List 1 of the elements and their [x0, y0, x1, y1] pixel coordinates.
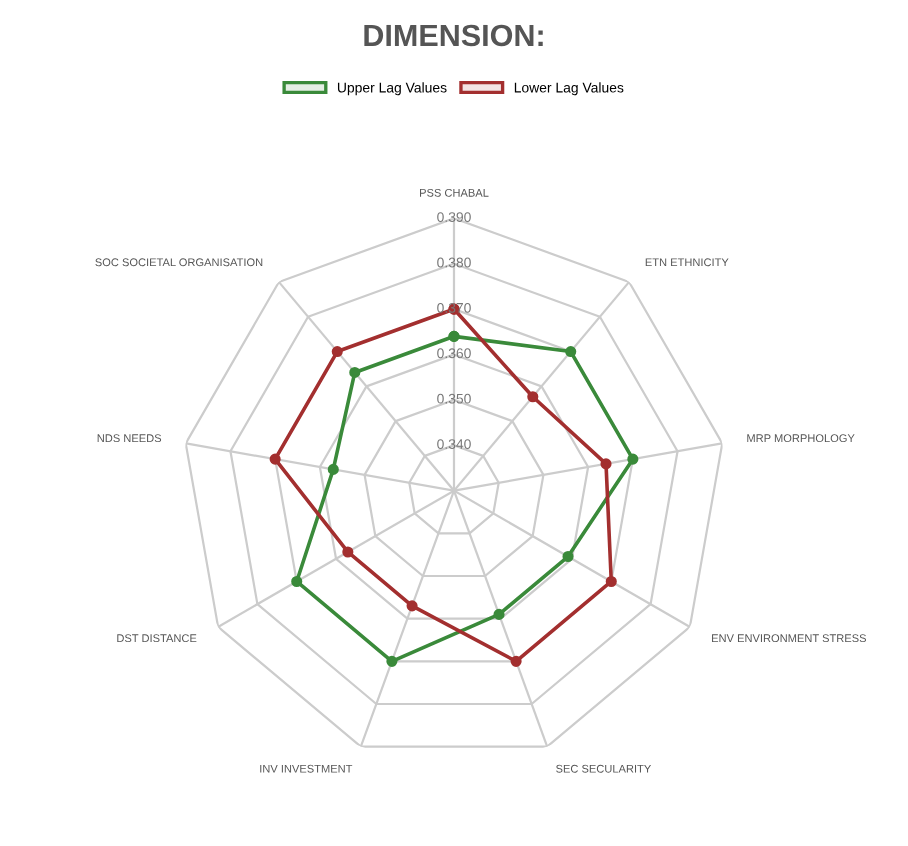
chart-title: DIMENSION:: [364, 24, 543, 47]
